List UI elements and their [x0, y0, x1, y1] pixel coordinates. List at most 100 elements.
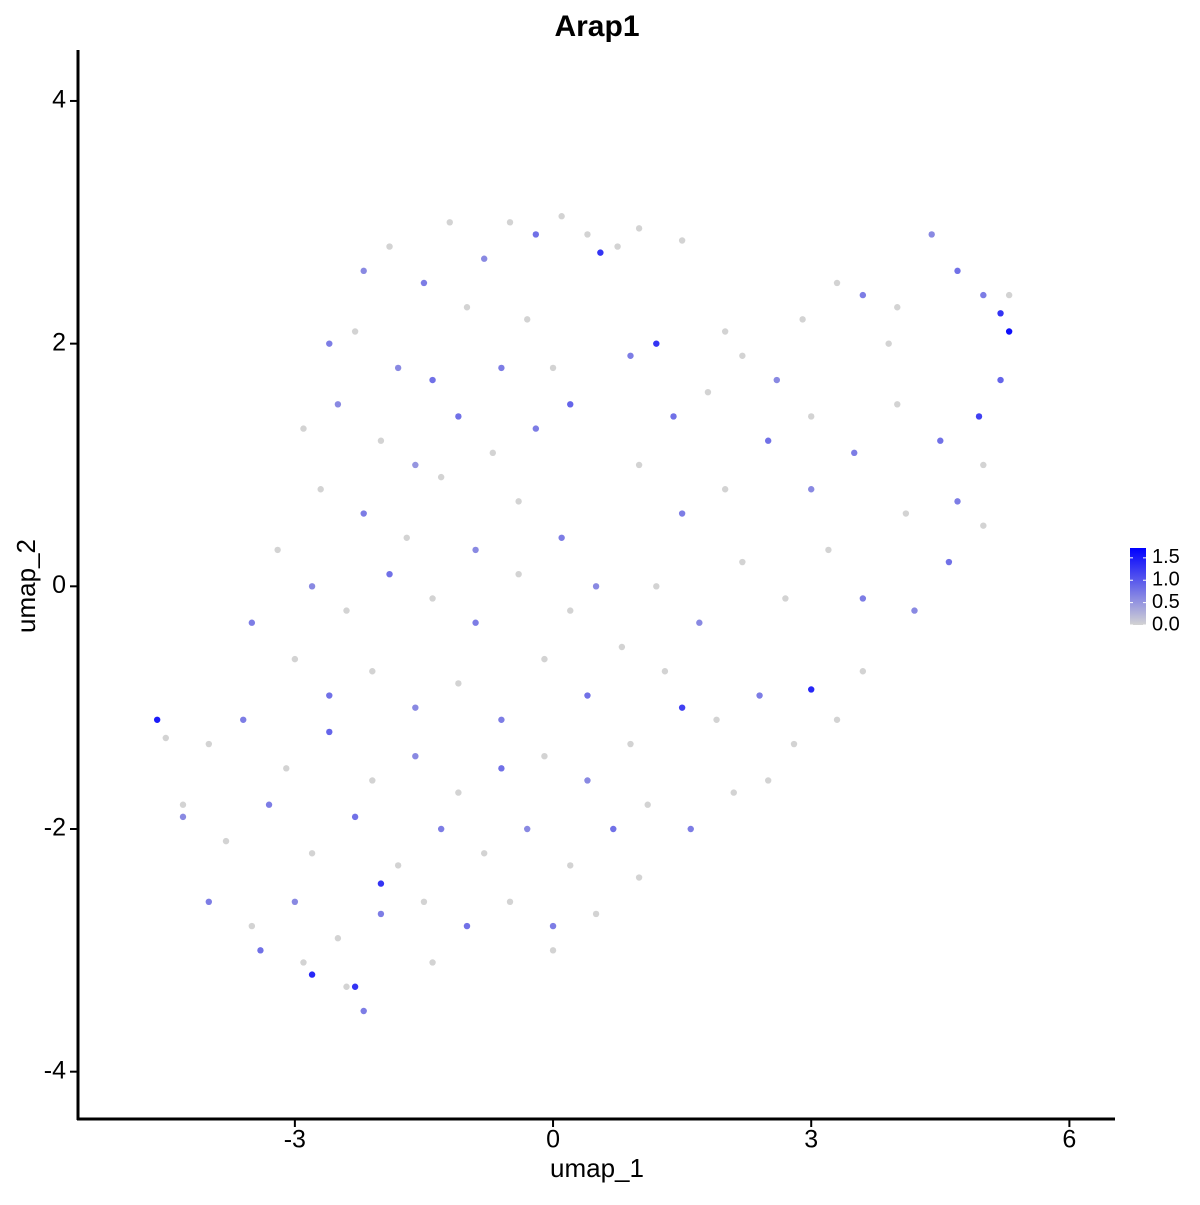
point — [549, 922, 557, 930]
point — [997, 310, 1004, 317]
point — [524, 316, 531, 323]
point — [980, 461, 987, 469]
point — [420, 279, 428, 287]
point — [678, 704, 686, 711]
chart-title: Arap1 — [554, 10, 639, 43]
point — [549, 947, 557, 954]
point — [833, 716, 841, 723]
point — [541, 752, 548, 760]
point — [610, 825, 617, 833]
point — [343, 983, 350, 990]
point — [412, 752, 419, 760]
point — [455, 680, 462, 687]
color-tick-label: 0.0 — [1152, 613, 1180, 635]
y-tick-label: -2 — [44, 814, 66, 842]
point — [308, 583, 316, 590]
y-axis-label: umap_2 — [11, 539, 41, 633]
point — [661, 668, 669, 675]
point — [584, 777, 591, 784]
point — [343, 607, 350, 614]
point — [859, 291, 867, 299]
point — [480, 255, 488, 262]
point — [885, 340, 892, 347]
point — [360, 510, 367, 517]
point — [326, 340, 333, 347]
point — [240, 716, 247, 723]
point — [713, 716, 720, 723]
point — [721, 328, 729, 335]
point — [541, 655, 548, 663]
point — [515, 498, 522, 505]
point — [635, 874, 643, 881]
point — [515, 570, 522, 578]
point — [627, 740, 634, 748]
x-tick-label: 3 — [804, 1126, 818, 1154]
point — [808, 486, 815, 493]
point — [567, 862, 574, 869]
point — [153, 716, 161, 723]
point — [980, 522, 987, 529]
point — [928, 231, 935, 238]
point — [790, 740, 798, 748]
point — [653, 583, 660, 590]
x-tick-label: 6 — [1062, 1126, 1076, 1154]
point — [635, 461, 643, 469]
point — [179, 813, 187, 821]
point — [429, 376, 436, 384]
point — [799, 316, 806, 323]
point — [412, 704, 419, 711]
point — [773, 376, 780, 384]
color-tick-label: 1.0 — [1152, 569, 1180, 591]
point — [687, 825, 694, 833]
point — [429, 959, 436, 966]
point — [592, 910, 600, 918]
y-tick-label: 0 — [52, 571, 66, 599]
point — [506, 898, 514, 906]
point — [360, 267, 367, 275]
point — [248, 922, 256, 930]
point — [317, 486, 324, 493]
point — [618, 643, 626, 651]
point — [506, 219, 514, 226]
point — [808, 413, 815, 420]
point — [257, 947, 264, 954]
point — [945, 558, 953, 566]
point — [455, 413, 462, 420]
point — [351, 983, 359, 990]
point — [291, 898, 299, 906]
point — [653, 340, 660, 347]
point — [205, 740, 213, 748]
point — [980, 291, 987, 299]
point — [437, 473, 445, 481]
y-tick-label: 2 — [52, 328, 66, 356]
point — [532, 425, 540, 432]
point — [696, 619, 703, 626]
point — [377, 437, 385, 444]
point — [721, 486, 729, 493]
y-tick-label: 4 — [52, 86, 66, 114]
point — [1005, 291, 1013, 299]
point — [859, 668, 867, 675]
point — [567, 607, 574, 614]
point — [274, 546, 281, 554]
point — [162, 734, 169, 742]
point — [975, 413, 983, 420]
point — [678, 510, 686, 517]
point — [739, 558, 746, 566]
point — [308, 850, 316, 857]
point — [937, 437, 944, 444]
point — [524, 825, 531, 833]
point — [644, 801, 651, 808]
point — [283, 765, 290, 772]
point — [498, 364, 505, 372]
point — [248, 619, 256, 626]
point — [369, 668, 376, 675]
point — [567, 401, 574, 408]
point — [498, 716, 505, 723]
point — [429, 595, 436, 602]
point — [394, 364, 402, 372]
point — [825, 546, 832, 554]
color-tick-label: 1.5 — [1152, 546, 1180, 568]
point — [558, 213, 565, 220]
point — [614, 243, 621, 250]
